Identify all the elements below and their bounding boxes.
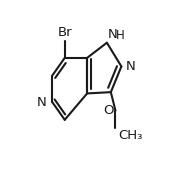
Text: CH₃: CH₃ <box>118 129 142 142</box>
Text: N: N <box>126 60 136 73</box>
Text: O: O <box>104 104 114 117</box>
Text: N: N <box>108 28 118 41</box>
Text: H: H <box>115 29 124 42</box>
Text: N: N <box>37 95 47 109</box>
Text: Br: Br <box>57 26 72 39</box>
